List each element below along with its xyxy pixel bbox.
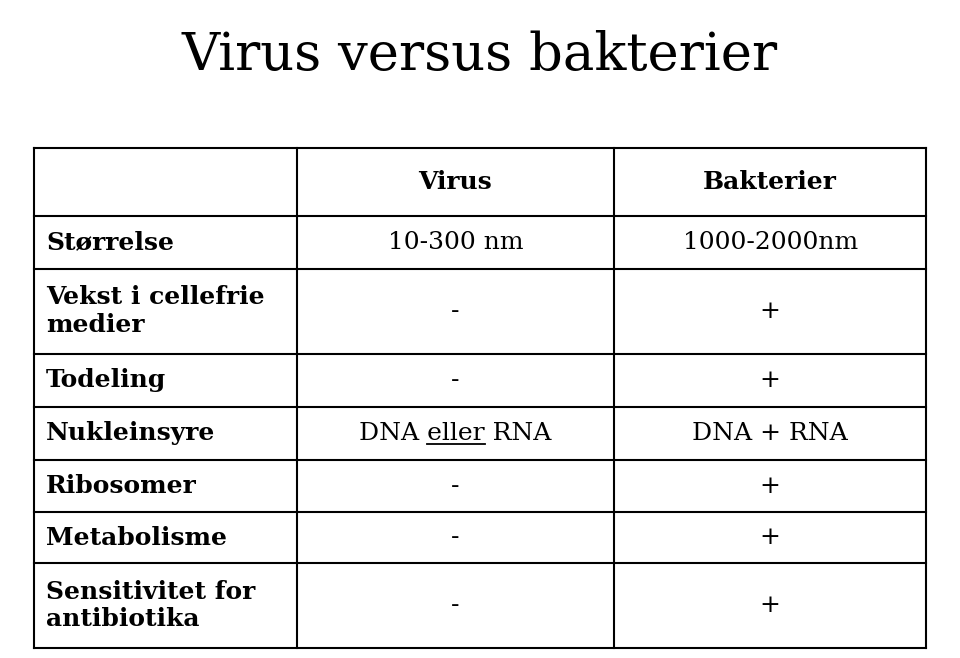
Text: -: - bbox=[451, 474, 460, 497]
Text: Sensitivitet for
antibiotika: Sensitivitet for antibiotika bbox=[46, 580, 255, 631]
Text: Virus versus bakterier: Virus versus bakterier bbox=[182, 30, 778, 81]
Text: -: - bbox=[451, 526, 460, 549]
Text: +: + bbox=[759, 474, 780, 497]
Text: Bakterier: Bakterier bbox=[704, 170, 837, 194]
Text: 10-300 nm: 10-300 nm bbox=[388, 231, 523, 254]
Text: -: - bbox=[451, 300, 460, 323]
Text: Vekst i cellefrie
medier: Vekst i cellefrie medier bbox=[46, 286, 265, 338]
Text: DNA eller RNA: DNA eller RNA bbox=[359, 422, 552, 445]
Text: Nukleinsyre: Nukleinsyre bbox=[46, 421, 215, 445]
Text: DNA + RNA: DNA + RNA bbox=[692, 422, 848, 445]
Text: +: + bbox=[759, 300, 780, 323]
Text: Virus: Virus bbox=[419, 170, 492, 194]
Text: Metabolisme: Metabolisme bbox=[46, 526, 228, 549]
Text: -: - bbox=[451, 594, 460, 617]
Text: +: + bbox=[759, 526, 780, 549]
Text: Størrelse: Størrelse bbox=[46, 230, 174, 254]
Text: -: - bbox=[451, 369, 460, 392]
Text: Todeling: Todeling bbox=[46, 368, 166, 393]
Text: Ribosomer: Ribosomer bbox=[46, 474, 197, 498]
Text: +: + bbox=[759, 369, 780, 392]
Text: 1000-2000nm: 1000-2000nm bbox=[683, 231, 857, 254]
Text: +: + bbox=[759, 594, 780, 617]
